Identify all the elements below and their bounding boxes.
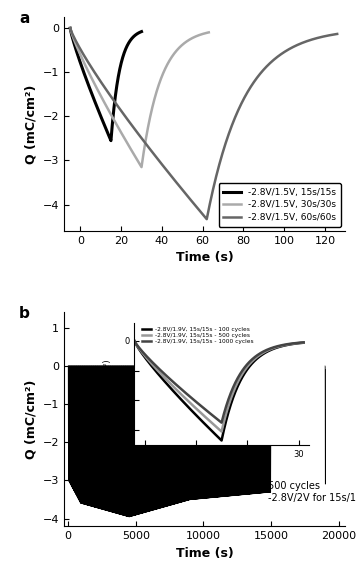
-2.8V/1.5V, 60s/60s [205, 216, 209, 223]
-2.8V/1.5V, 30s/30s [68, 25, 72, 31]
-2.8V/1.5V, 15s/15s [140, 28, 144, 35]
-2.8V/1.5V, 15s/15s [68, 25, 72, 31]
-2.8V/1.5V, 15s/15s [132, 33, 136, 39]
-2.8V/1.5V, 30s/30s [85, 66, 89, 73]
-2.8V/1.5V, 30s/30s [112, 118, 117, 125]
-2.8V/1.5V, 60s/60s [68, 25, 72, 31]
-2.8V/1.5V, 60s/60s [209, 196, 213, 202]
-2.8V/1.5V, 60s/60s [118, 106, 122, 113]
Text: a: a [19, 11, 30, 26]
-2.8V/1.5V, 15s/15s [78, 58, 82, 65]
-2.8V/1.5V, 30s/30s [191, 34, 195, 41]
Y-axis label: Q (mC/cm²): Q (mC/cm²) [24, 380, 37, 459]
-2.8V/1.5V, 30s/30s [176, 45, 180, 52]
Line: -2.8V/1.5V, 15s/15s: -2.8V/1.5V, 15s/15s [70, 28, 142, 141]
-2.8V/1.5V, 30s/30s [206, 29, 211, 36]
X-axis label: Time (s): Time (s) [176, 547, 234, 559]
-2.8V/1.5V, 15s/15s [109, 137, 113, 144]
-2.8V/1.5V, 30s/30s [142, 149, 146, 156]
Y-axis label: Q (mC/cm²): Q (mC/cm²) [24, 85, 37, 164]
-2.8V/1.5V, 60s/60s [304, 38, 308, 45]
-2.8V/1.5V, 15s/15s [83, 73, 87, 80]
-2.8V/1.5V, 15s/15s [126, 41, 130, 48]
Legend: -2.8V/1.5V, 15s/15s, -2.8V/1.5V, 30s/30s, -2.8V/1.5V, 60s/60s: -2.8V/1.5V, 15s/15s, -2.8V/1.5V, 30s/30s… [219, 183, 341, 227]
Line: -2.8V/1.5V, 60s/60s: -2.8V/1.5V, 60s/60s [70, 28, 337, 219]
Text: 500 cycles
-2.8V/2V for 15s/15s: 500 cycles -2.8V/2V for 15s/15s [268, 481, 356, 503]
-2.8V/1.5V, 30s/30s [140, 164, 144, 170]
-2.8V/1.5V, 15s/15s [110, 125, 114, 132]
-2.8V/1.5V, 60s/60s [100, 81, 105, 88]
-2.8V/1.5V, 30s/30s [94, 84, 98, 91]
-2.8V/1.5V, 60s/60s [276, 53, 281, 59]
Line: -2.8V/1.5V, 30s/30s: -2.8V/1.5V, 30s/30s [70, 28, 209, 167]
Text: b: b [19, 306, 30, 321]
-2.8V/1.5V, 60s/60s [153, 152, 157, 159]
-2.8V/1.5V, 15s/15s [93, 100, 98, 107]
-2.8V/1.5V, 60s/60s [335, 30, 339, 37]
X-axis label: Time (s): Time (s) [176, 252, 234, 264]
